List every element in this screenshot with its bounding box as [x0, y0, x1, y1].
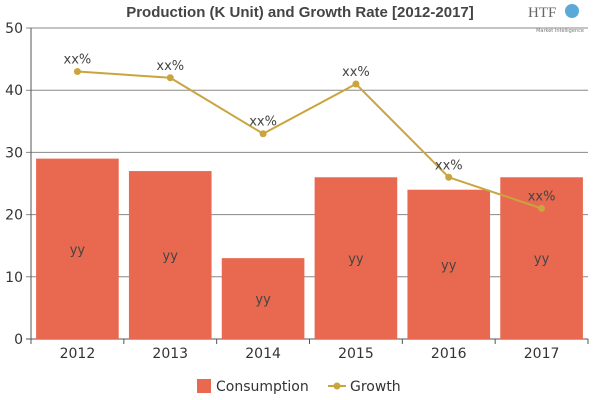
- legend-label-growth: Growth: [350, 379, 401, 395]
- growth-point-2016: [445, 173, 453, 181]
- bar-2016: [407, 189, 491, 339]
- bar-data-label: yy: [163, 249, 179, 264]
- bar-data-label: yy: [70, 243, 86, 258]
- growth-point-2012: [73, 68, 81, 76]
- x-tick-label: 2013: [152, 346, 188, 362]
- growth-point-2013: [166, 74, 174, 82]
- growth-line: [77, 70, 542, 210]
- y-tick-label: 50: [5, 21, 23, 37]
- y-tick-label: 30: [5, 145, 23, 161]
- growth-data-label: xx%: [64, 53, 92, 68]
- y-tick-label: 10: [5, 270, 23, 286]
- bar-data-label: yy: [441, 258, 457, 273]
- legend-marker-growth: [333, 382, 341, 390]
- legend-swatch-consumption: [197, 379, 211, 393]
- growth-point-2017: [538, 204, 546, 212]
- y-tick-label: 20: [5, 208, 23, 224]
- bar-2015: [314, 177, 398, 339]
- chart-title: Production (K Unit) and Growth Rate [201…: [126, 4, 474, 21]
- growth-data-label: xx%: [435, 158, 463, 173]
- svg-text:HTF: HTF: [528, 5, 556, 21]
- x-tick-label: 2016: [431, 346, 467, 362]
- bar-data-label: yy: [348, 252, 364, 267]
- growth-data-label: xx%: [342, 65, 370, 80]
- htf-logo: HTF Market Intelligence: [528, 4, 584, 34]
- growth-data-label: xx%: [156, 59, 184, 74]
- legend: Consumption Growth: [197, 379, 401, 395]
- x-tick-label: 2017: [524, 346, 560, 362]
- bar-data-label: yy: [534, 252, 550, 267]
- growth-point-2014: [259, 130, 267, 138]
- x-tick-label: 2012: [60, 346, 96, 362]
- svg-text:Market Intelligence: Market Intelligence: [536, 28, 584, 34]
- x-tick-label: 2015: [338, 346, 374, 362]
- growth-point-2015: [352, 80, 360, 88]
- growth-data-label: xx%: [249, 115, 277, 130]
- x-tick-label: 2014: [245, 346, 281, 362]
- bar-2012: [36, 158, 119, 339]
- bar-2014: [221, 258, 305, 339]
- legend-label-consumption: Consumption: [216, 379, 309, 395]
- y-tick-label: 40: [5, 83, 23, 99]
- bar-2013: [128, 171, 212, 339]
- bar-2017: [500, 177, 583, 339]
- y-tick-label: 0: [14, 332, 23, 348]
- bar-data-label: yy: [255, 293, 271, 308]
- growth-data-label: xx%: [528, 189, 556, 204]
